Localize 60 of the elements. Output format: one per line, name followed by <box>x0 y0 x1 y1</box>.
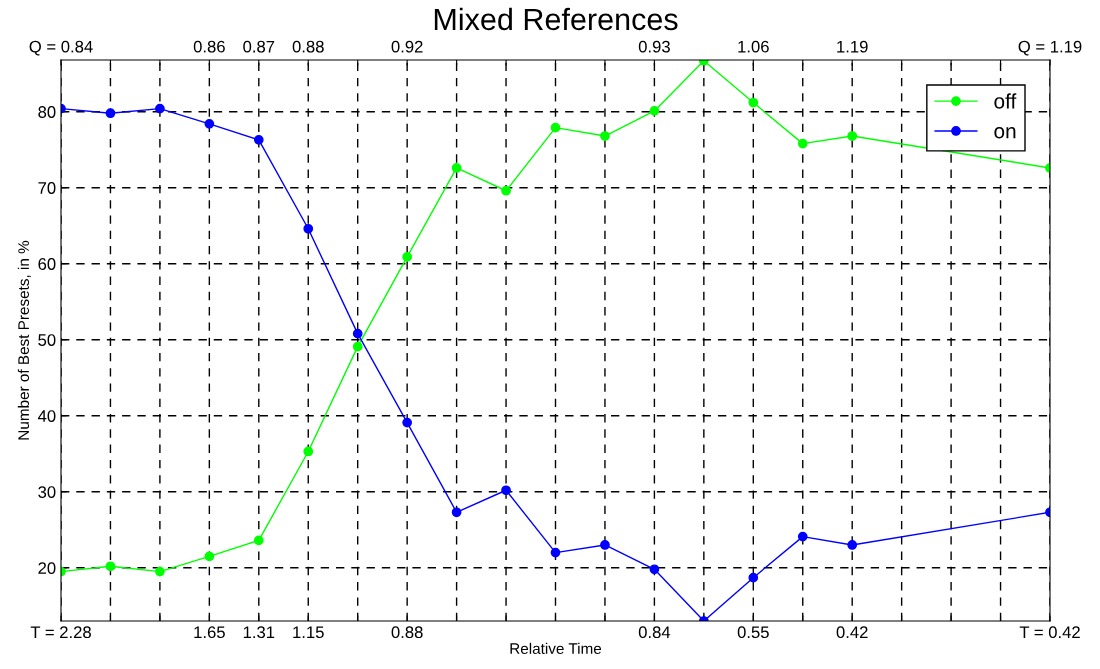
legend-label: off <box>994 93 1017 109</box>
y-tick-label: 20 <box>38 562 56 574</box>
point <box>352 341 363 352</box>
text: Q = 1.19 <box>1018 40 1082 56</box>
legend-label: on <box>994 127 1016 139</box>
point <box>451 163 462 173</box>
x-tick-label: 0.42 <box>836 626 868 639</box>
point <box>105 108 116 119</box>
x-tick-label: 0.84 <box>638 626 671 639</box>
point <box>402 252 413 262</box>
point <box>748 572 759 583</box>
x-axis-title: Relative Time <box>510 642 602 655</box>
x-tick-label: T = 0.42 <box>1019 626 1080 639</box>
point <box>797 138 808 149</box>
x-tick-label: 0.88 <box>391 626 423 639</box>
chart-title: Mixed References <box>434 7 678 31</box>
point <box>600 131 610 141</box>
point <box>352 328 363 339</box>
text: 0.93 <box>638 40 670 53</box>
point <box>600 540 610 550</box>
x-tick-label: 1.15 <box>293 626 324 639</box>
point <box>451 507 462 518</box>
point <box>105 561 116 572</box>
x-tick-label: 1.31 <box>243 626 275 639</box>
point <box>155 103 165 114</box>
x-tick-label: 0.55 <box>737 626 769 639</box>
y-tick-label: 70 <box>38 182 56 194</box>
x-tick-label: T = 2.28 <box>30 626 91 639</box>
y-tick-label: 30 <box>38 486 56 498</box>
point <box>847 540 858 550</box>
point <box>204 118 215 129</box>
point <box>550 547 561 558</box>
text: 0.86 <box>193 40 225 53</box>
text: 0.88 <box>292 40 324 53</box>
point <box>847 131 858 141</box>
point <box>550 122 561 133</box>
y-tick-label: 50 <box>38 334 56 346</box>
point <box>155 566 165 577</box>
y-tick-label: 60 <box>38 258 56 270</box>
point <box>501 185 511 196</box>
point <box>797 531 808 542</box>
text: 0.92 <box>391 40 423 53</box>
point <box>253 134 264 145</box>
point <box>303 446 314 457</box>
y-tick-label: 40 <box>37 410 56 422</box>
x-tick-label: 1.65 <box>194 626 225 639</box>
y-axis-title: Number of Best Presets, in % <box>17 240 31 440</box>
text: 1.19 <box>837 40 868 53</box>
text: 0.87 <box>243 40 275 53</box>
point <box>748 97 759 108</box>
y-tick-label: 80 <box>38 106 56 118</box>
point <box>204 551 215 562</box>
text: Q = 0.84 <box>29 40 93 56</box>
point <box>253 535 264 546</box>
point <box>402 417 413 428</box>
point <box>501 485 511 496</box>
point <box>303 223 314 234</box>
point <box>649 564 660 575</box>
point <box>649 106 660 116</box>
text: 1.06 <box>738 40 769 53</box>
